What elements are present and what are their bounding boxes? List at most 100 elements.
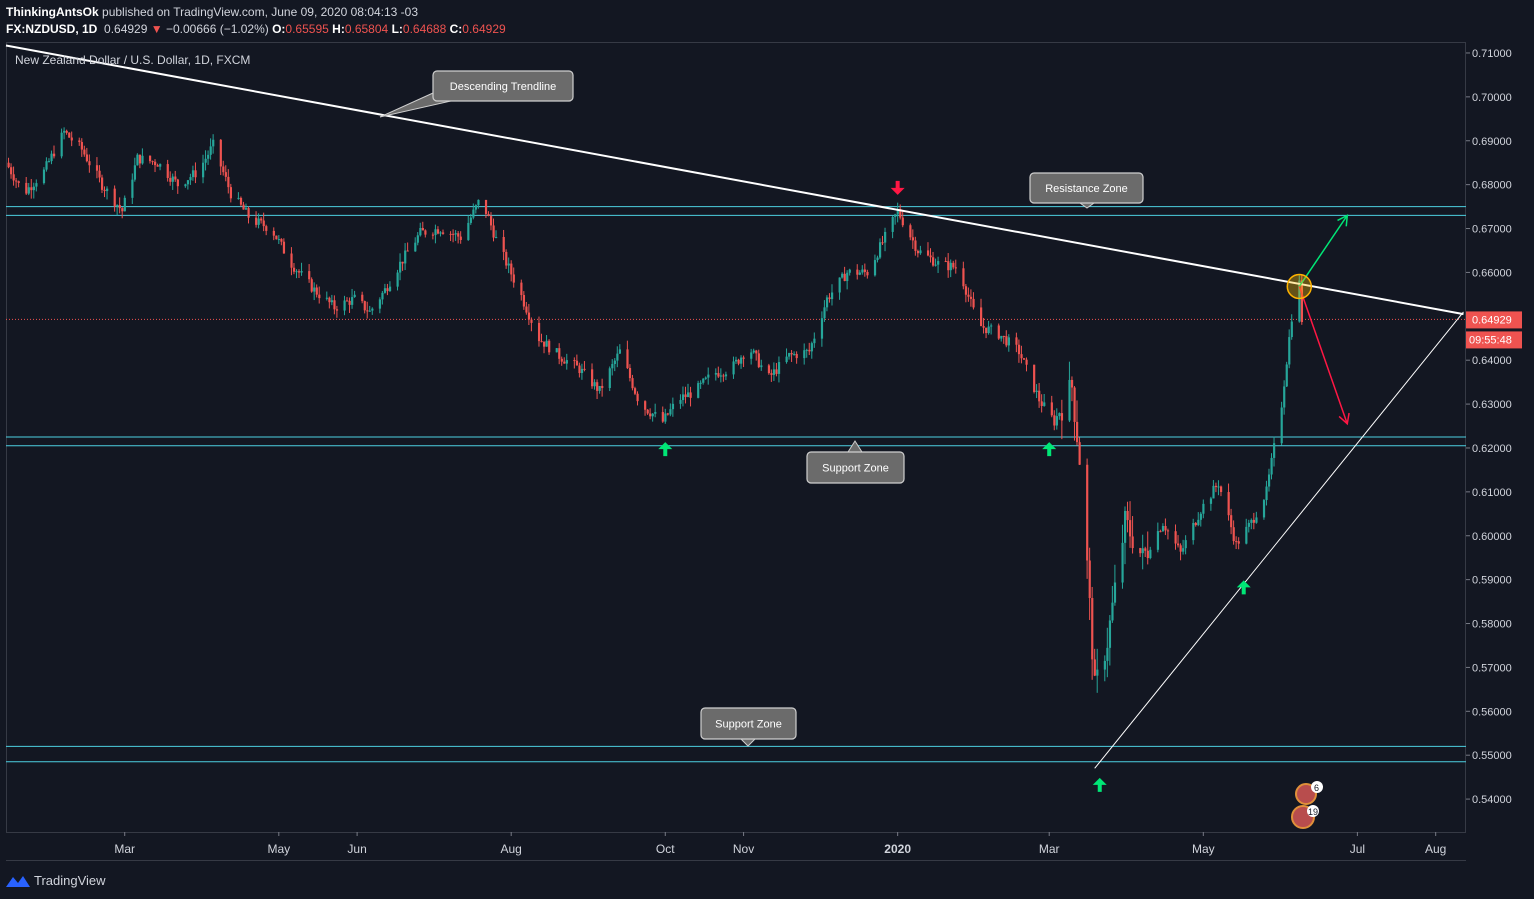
candle-body xyxy=(1123,510,1127,543)
candle-body xyxy=(1166,530,1170,532)
annotation-callout[interactable]: Descending Trendline xyxy=(379,70,574,118)
candle-body xyxy=(1129,520,1132,537)
candle-body xyxy=(386,288,389,292)
candle-body xyxy=(313,287,316,292)
x-axis[interactable]: Mar May Jun Aug Oct Nov 2020 Mar May Jul Aug xyxy=(114,832,1446,856)
candle-body xyxy=(459,236,462,240)
candle-body xyxy=(227,176,230,188)
candle-body xyxy=(219,139,222,167)
x-tick-label: Aug xyxy=(1425,842,1446,856)
candle-body xyxy=(95,165,99,171)
candle-body xyxy=(1111,602,1114,621)
event-badges[interactable]: 6 19 xyxy=(1291,781,1323,829)
candle-body xyxy=(1055,416,1058,426)
candle-body xyxy=(434,229,437,236)
callout-box xyxy=(806,451,905,484)
y-axis[interactable]: 0.71000 0.70000 0.69000 0.68000 0.67000 0.660… xyxy=(1466,48,1512,806)
candle-body xyxy=(1002,335,1005,337)
last-price-tag-bg xyxy=(1466,311,1522,329)
candle-body xyxy=(757,353,760,368)
footer: TradingView xyxy=(0,862,1534,899)
candle-body xyxy=(1121,542,1124,583)
candle-body xyxy=(717,373,720,377)
candle-body xyxy=(166,164,169,178)
candle-body xyxy=(651,413,654,417)
brand-name[interactable]: TradingView xyxy=(34,873,106,888)
candle-body xyxy=(732,361,735,375)
candle-body xyxy=(318,294,321,299)
annotation-callout[interactable]: Support Zone xyxy=(700,707,797,747)
candle-body xyxy=(224,172,227,177)
candle-body xyxy=(618,349,622,354)
candle-body xyxy=(775,369,778,374)
trendlines[interactable] xyxy=(5,44,1464,769)
candle-body xyxy=(1283,386,1286,408)
annotation-callouts[interactable]: Descending Trendline Resistance Zone Suppo… xyxy=(379,70,1144,747)
candle-body xyxy=(272,230,275,236)
last-price-tag: 0.64929 09:55:48 xyxy=(1466,311,1522,349)
candle-body xyxy=(454,233,457,235)
candle-body xyxy=(1076,421,1079,443)
author-name[interactable]: ThinkingAntsOk xyxy=(6,5,99,19)
candle-body xyxy=(80,142,83,150)
candle-body xyxy=(909,225,912,238)
candle-body xyxy=(472,209,475,218)
candle-body xyxy=(371,308,374,311)
x-tick-label: May xyxy=(1192,842,1215,856)
candle-body xyxy=(1020,354,1023,359)
candle-body xyxy=(1270,457,1273,475)
candle-body xyxy=(664,413,667,422)
candle-body xyxy=(527,312,531,320)
candle-body xyxy=(17,181,20,183)
candle-body xyxy=(1184,540,1187,549)
candle-body xyxy=(138,154,142,164)
candle-body xyxy=(123,197,126,212)
candle-body xyxy=(926,250,930,256)
candle-body xyxy=(628,368,632,379)
candle-body xyxy=(1197,519,1200,526)
candle-body xyxy=(68,132,71,138)
candle-body xyxy=(298,271,301,273)
candle-body xyxy=(121,208,124,212)
candle-body xyxy=(103,189,106,192)
candle-body xyxy=(255,217,258,225)
candle-body xyxy=(116,205,119,207)
candle-body xyxy=(1131,536,1134,549)
ascending-trendline xyxy=(1094,311,1464,769)
us-flag-icon[interactable] xyxy=(1295,783,1317,805)
candle-body xyxy=(1025,359,1028,365)
price-chart[interactable]: Descending Trendline Resistance Zone Suppo… xyxy=(0,0,1534,862)
candle-body xyxy=(881,242,884,244)
callout-text: Resistance Zone xyxy=(1045,183,1128,195)
candle-body xyxy=(856,269,859,275)
candle-body xyxy=(191,170,195,178)
breakout-circle xyxy=(1286,273,1313,300)
candle-body xyxy=(704,377,707,379)
candle-body xyxy=(239,197,243,205)
candle-body xyxy=(891,216,894,232)
candle-body xyxy=(661,412,664,422)
candle-body xyxy=(540,341,543,343)
countdown-tag-bg xyxy=(1466,331,1522,349)
candle-body xyxy=(689,392,692,398)
zone-lines xyxy=(6,206,1466,763)
candle-body xyxy=(1237,541,1240,544)
candle-body xyxy=(431,234,435,236)
descending-trendline xyxy=(5,44,1464,316)
candle-body xyxy=(813,338,816,344)
x-tick-label: 2020 xyxy=(884,842,911,856)
candle-body xyxy=(1232,527,1235,542)
candle-body xyxy=(937,261,940,265)
candle-body xyxy=(353,294,356,298)
candle-body xyxy=(477,199,480,206)
candle-body xyxy=(752,350,755,353)
candle-body xyxy=(1177,543,1180,546)
candle-body xyxy=(985,327,988,334)
annotation-callout[interactable]: Support Zone xyxy=(806,440,905,484)
candle-body xyxy=(633,388,637,394)
candle-body xyxy=(987,326,990,334)
close-label: C: xyxy=(449,22,463,36)
candle-body xyxy=(1058,413,1061,417)
annotation-callout[interactable]: Resistance Zone xyxy=(1029,172,1144,209)
tradingview-logo-icon[interactable] xyxy=(6,875,30,887)
